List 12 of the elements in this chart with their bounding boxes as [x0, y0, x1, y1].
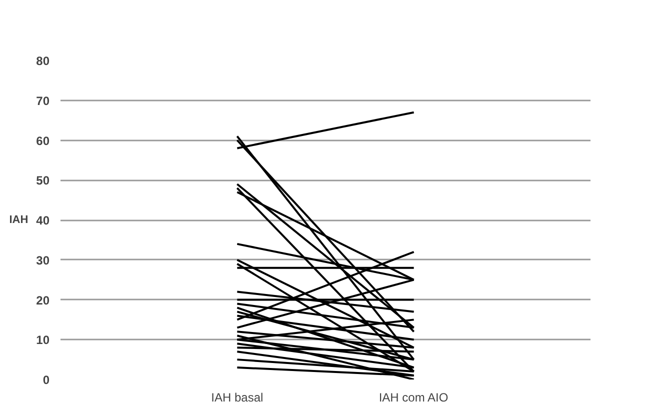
y-tick-label: 50 [36, 174, 50, 188]
x-tick-label: IAH com AIO [378, 390, 448, 404]
y-tick-label: 20 [36, 293, 50, 308]
y-tick-label: 10 [36, 333, 50, 348]
y-tick-label: 40 [36, 214, 50, 228]
y-axis-title: IAH [9, 214, 28, 226]
y-tick-label: 0 [42, 373, 50, 387]
y-tick-label: 60 [36, 134, 50, 148]
y-tick-label: 70 [36, 94, 50, 108]
y-tick-label: 80 [36, 54, 50, 68]
y-tick-label: 30 [36, 253, 50, 268]
x-tick-label: IAH basal [211, 390, 264, 404]
